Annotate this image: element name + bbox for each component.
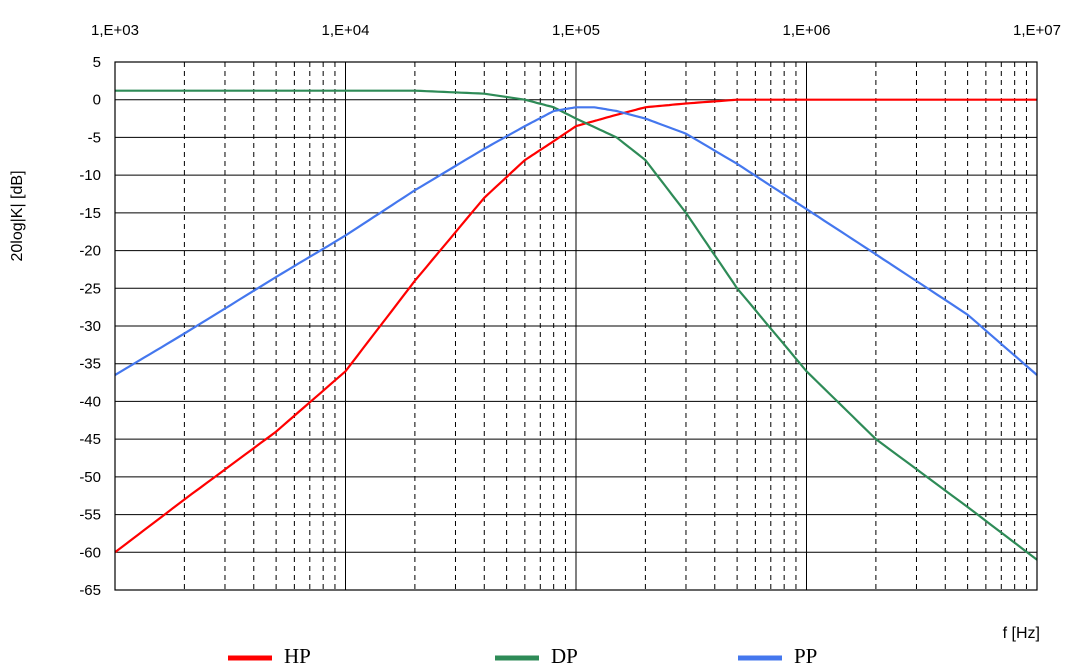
legend: HP DP PP	[228, 644, 817, 666]
y-tick-label: -40	[79, 393, 101, 410]
legend-label: HP	[284, 644, 311, 666]
series-lines	[114, 89, 1038, 561]
y-tick-label: -5	[88, 129, 101, 146]
y-tick-label: -30	[79, 318, 101, 335]
x-tick-label: 1,E+05	[552, 22, 600, 39]
y-tick-label: -35	[79, 356, 101, 373]
x-tick-label: 1,E+06	[783, 22, 831, 39]
x-axis-label: f [Hz]	[1003, 625, 1040, 642]
legend-label: PP	[794, 644, 817, 666]
series-line-hp	[114, 98, 1037, 554]
grid	[114, 61, 1038, 591]
y-tick-label: -45	[79, 431, 101, 448]
legend-item-pp: PP	[738, 644, 817, 666]
y-tick-label: -25	[79, 280, 101, 297]
y-tick-label: -65	[79, 582, 101, 599]
y-tick-labels: 5 0 -5 -10 -15 -20 -25 -30 -35 -40 -45 -50 -55 -60 -65	[79, 54, 101, 599]
legend-item-hp: HP	[228, 644, 311, 666]
x-tick-label: 1,E+07	[1013, 22, 1061, 39]
y-tick-label: 0	[93, 92, 101, 109]
legend-label: DP	[551, 644, 578, 666]
legend-item-dp: DP	[495, 644, 578, 666]
y-tick-label: 5	[93, 54, 101, 71]
y-tick-label: -10	[79, 167, 101, 184]
x-tick-label: 1,E+03	[91, 22, 139, 39]
series-line-dp	[115, 89, 1038, 561]
y-tick-label: -55	[79, 507, 101, 524]
x-tick-labels: 1,E+03 1,E+04 1,E+05 1,E+06 1,E+07	[91, 22, 1061, 39]
plot-frame	[114, 61, 1038, 591]
y-tick-label: -20	[79, 243, 101, 260]
y-tick-label: -50	[79, 469, 101, 486]
y-axis-label: 20log|K| [dB]	[9, 170, 26, 261]
x-tick-label: 1,E+04	[322, 22, 370, 39]
y-tick-label: -15	[79, 205, 101, 222]
series-line-pp	[114, 106, 1038, 376]
y-tick-label: -60	[79, 544, 101, 561]
